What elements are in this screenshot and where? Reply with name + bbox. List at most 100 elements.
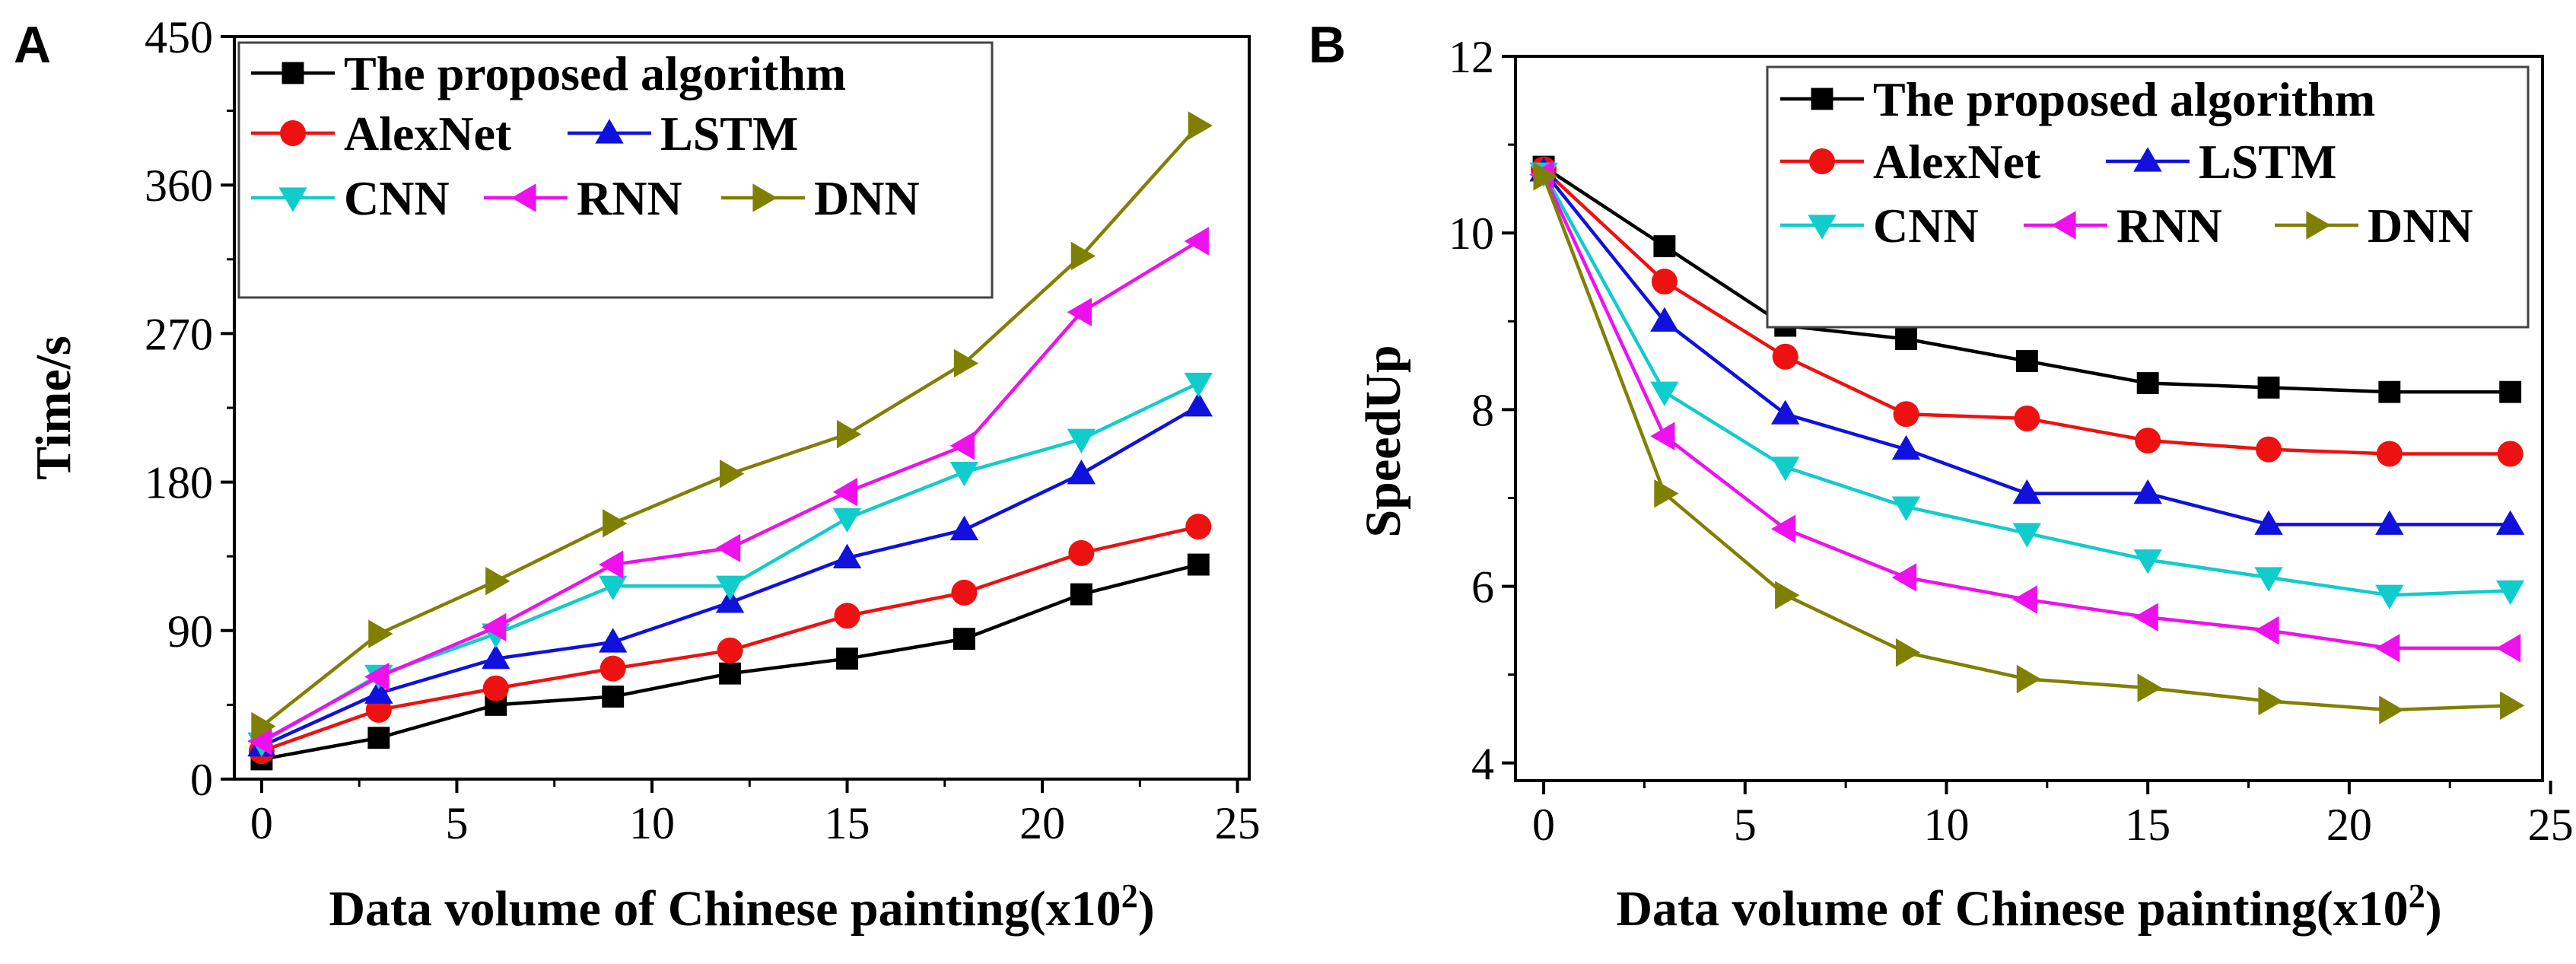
data-point-alexnet (1068, 539, 1095, 566)
legend-label-rnn: RNN (577, 171, 682, 225)
data-point-dnn (2016, 664, 2042, 694)
data-point-dnn (368, 619, 393, 648)
data-point-cnn (832, 507, 862, 533)
data-point-the-proposed-algorithm (367, 727, 390, 749)
data-point-rnn (1891, 563, 1917, 592)
data-point-dnn (2379, 695, 2404, 724)
data-point-rnn (2012, 585, 2037, 614)
legend-label-lstm: LSTM (660, 107, 798, 161)
x-tick-label: 15 (825, 798, 870, 848)
data-point-rnn (2375, 634, 2400, 663)
legend-label-rnn: RNN (2116, 199, 2222, 253)
data-point-rnn (832, 477, 858, 507)
data-point-alexnet (1772, 343, 1798, 370)
x-tick-label: 0 (1532, 800, 1555, 850)
legend-marker-the-proposed-algorithm (1811, 87, 1833, 110)
legend-marker-dnn (752, 183, 778, 212)
y-tick-label: 8 (1471, 385, 1494, 435)
data-point-alexnet (482, 675, 509, 702)
data-point-lstm (1650, 307, 1679, 332)
data-point-lstm (832, 543, 862, 568)
data-point-alexnet (1893, 401, 1919, 428)
plot-frame (1514, 55, 2544, 782)
y-tick-label: 270 (145, 309, 213, 359)
y-tick-label: 4 (1471, 739, 1494, 789)
data-point-lstm (1891, 434, 1921, 460)
data-point-alexnet (599, 655, 626, 682)
data-point-the-proposed-algorithm (602, 686, 625, 708)
data-point-the-proposed-algorithm (2136, 372, 2159, 395)
data-point-the-proposed-algorithm (2257, 376, 2280, 399)
y-tick-label: 450 (145, 12, 213, 62)
data-point-lstm (1184, 392, 1213, 417)
y-tick-label: 90 (167, 606, 213, 657)
data-point-cnn (2495, 580, 2525, 606)
legend-label-dnn: DNN (814, 171, 920, 225)
data-point-dnn (1895, 638, 1921, 667)
data-point-cnn (2133, 549, 2162, 574)
legend-marker-the-proposed-algorithm (281, 62, 304, 84)
data-point-lstm (2133, 479, 2162, 504)
data-point-lstm (482, 644, 510, 670)
series-dnn (251, 111, 1213, 741)
x-tick-label: 25 (2528, 800, 2574, 850)
x-tick-label: 0 (250, 798, 273, 848)
data-point-lstm (364, 679, 393, 704)
data-point-cnn (1650, 381, 1679, 406)
legend-marker-cnn (1808, 215, 1837, 240)
data-point-dnn (1533, 162, 1558, 191)
data-point-alexnet (2135, 428, 2161, 454)
data-point-cnn (1771, 457, 1800, 482)
data-point-dnn (2258, 686, 2283, 716)
x-tick-label: 20 (2326, 800, 2372, 850)
data-point-the-proposed-algorithm (1653, 235, 1676, 258)
data-point-the-proposed-algorithm (2015, 350, 2038, 372)
data-point-alexnet (1185, 514, 1212, 540)
data-point-cnn (949, 461, 979, 487)
data-point-lstm (2495, 510, 2525, 535)
data-point-the-proposed-algorithm (1895, 328, 1917, 350)
x-axis-title: Data volume of Chinese painting(x102) (1616, 877, 2441, 937)
data-point-lstm (2012, 479, 2042, 504)
data-point-rnn (598, 550, 624, 579)
data-point-alexnet (1651, 269, 1678, 295)
legend-label-lstm: LSTM (2199, 135, 2336, 189)
y-tick-label: 0 (190, 755, 213, 805)
legend-label-cnn: CNN (344, 171, 450, 225)
panel-letter: A (14, 16, 51, 74)
data-point-cnn (1891, 496, 1921, 521)
x-tick-label: 20 (1019, 798, 1065, 848)
data-point-dnn (251, 711, 276, 741)
x-axis-title: Data volume of Chinese painting(x102) (329, 877, 1154, 937)
data-point-the-proposed-algorithm (1070, 583, 1092, 606)
data-point-the-proposed-algorithm (2378, 380, 2401, 403)
legend-label-alexnet: AlexNet (1873, 135, 2041, 189)
legend-marker-rnn (2051, 211, 2076, 240)
legend-marker-alexnet (280, 120, 306, 146)
data-point-rnn (2254, 616, 2279, 645)
legend-box (1766, 65, 2530, 329)
data-point-rnn (1771, 514, 1796, 543)
legend: The proposed algorithm AlexNet LSTM CNN RNN D… (1766, 65, 2530, 329)
x-tick-label: 10 (1923, 800, 1969, 850)
data-point-lstm (715, 588, 745, 613)
data-point-cnn (2254, 567, 2283, 592)
legend: The proposed algorithm AlexNet LSTM CNN RNN D… (237, 41, 994, 299)
data-point-rnn (364, 662, 390, 692)
legend-marker-lstm (595, 119, 624, 144)
data-point-dnn (603, 509, 628, 538)
legend-marker-rnn (511, 183, 536, 212)
legend-marker-alexnet (1809, 148, 1835, 174)
data-point-alexnet (2376, 441, 2403, 467)
series-lstm (247, 392, 1213, 757)
data-point-rnn (247, 727, 272, 756)
data-point-rnn (715, 533, 741, 563)
x-tick-label: 5 (1734, 800, 1757, 850)
data-point-the-proposed-algorithm (836, 647, 858, 670)
data-point-lstm (598, 628, 628, 653)
x-tick-label: 5 (445, 798, 468, 848)
data-point-cnn (1067, 428, 1096, 453)
x-tick-label: 25 (1215, 798, 1261, 848)
